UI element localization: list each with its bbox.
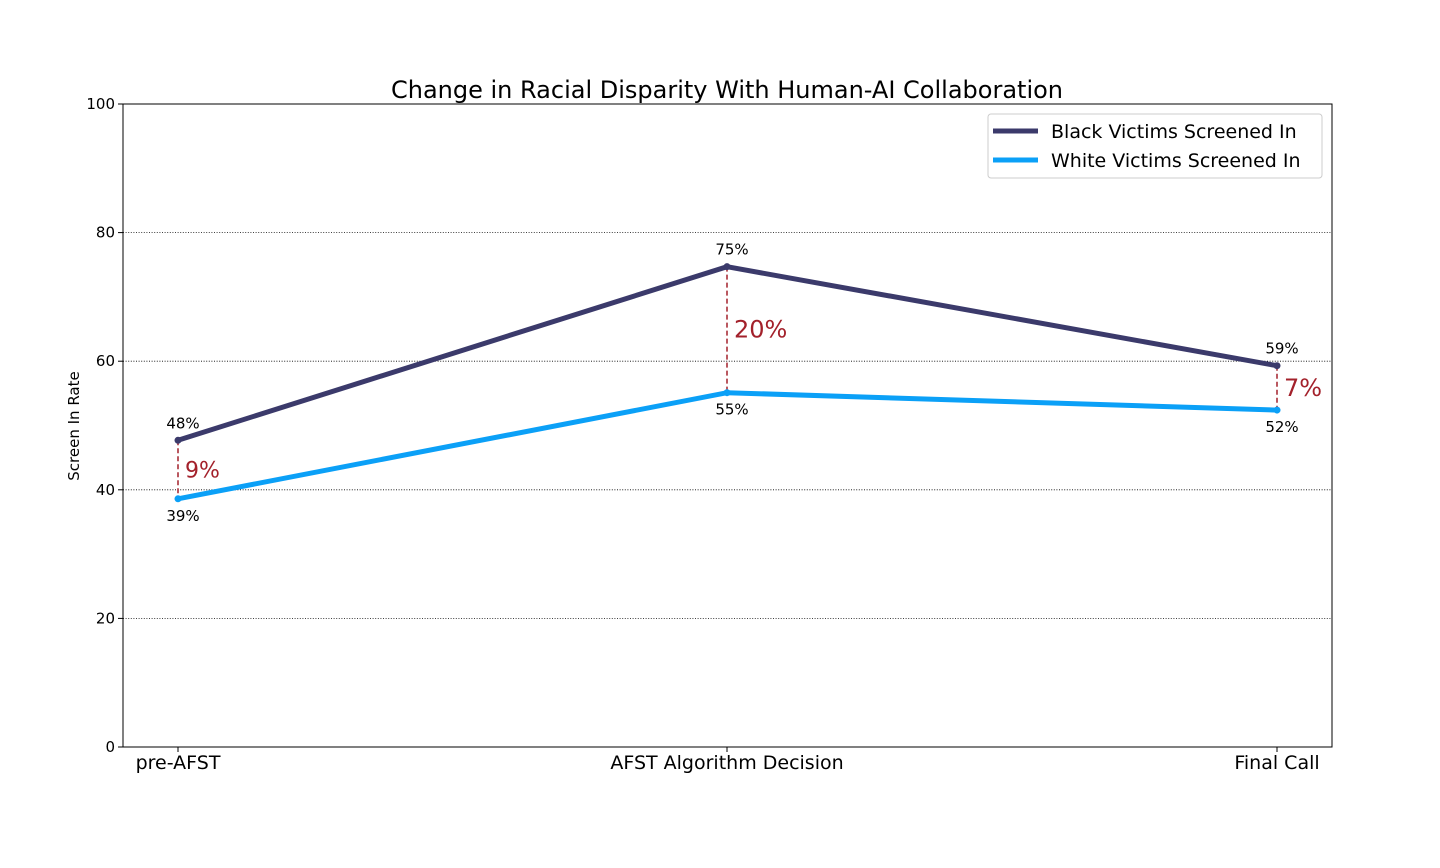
legend-label: Black Victims Screened In	[1051, 121, 1297, 143]
y-axis-label: Screen In Rate	[65, 371, 83, 480]
disparity-label: 7%	[1284, 374, 1322, 402]
axis-layer: 0 20 40 60 80 100 pre-AFST AFST Algorithm Decis…	[86, 95, 1333, 774]
data-point	[174, 436, 182, 444]
x-tick-label: AFST Algorithm Decision	[610, 752, 843, 774]
data-label: 75%	[715, 241, 748, 259]
legend-box	[987, 113, 1323, 179]
series-layer	[174, 263, 1281, 503]
data-label: 55%	[715, 401, 748, 419]
disparity-label: 20%	[734, 316, 787, 344]
legend: Black Victims Screened In White Victims S…	[987, 113, 1323, 179]
x-tick-label: Final Call	[1234, 752, 1319, 774]
y-tick-label: 100	[86, 95, 115, 113]
data-point	[723, 389, 731, 397]
data-label: 52%	[1265, 418, 1298, 436]
data-point	[174, 495, 182, 503]
y-tick-label: 40	[96, 481, 115, 499]
data-point	[1273, 406, 1281, 414]
gap-layer: 9% 20% 7%	[177, 266, 1322, 499]
y-tick-label: 60	[96, 352, 115, 370]
disparity-label: 9%	[185, 459, 220, 484]
y-tick-label: 20	[96, 609, 115, 627]
data-label: 59%	[1265, 340, 1298, 358]
plot-frame	[122, 103, 1333, 748]
y-tick-label: 0	[105, 738, 115, 756]
chart-title: Change in Racial Disparity With Human-AI…	[391, 76, 1063, 104]
data-label: 39%	[166, 507, 199, 525]
data-point	[723, 263, 731, 271]
grid-layer	[123, 232, 1332, 619]
legend-label: White Victims Screened In	[1051, 150, 1301, 172]
x-tick-label: pre-AFST	[136, 752, 221, 774]
data-point	[1273, 362, 1281, 370]
y-tick-label: 80	[96, 224, 115, 242]
label-layer: 48% 75% 59% 39% 55% 52%	[166, 241, 1298, 525]
data-label: 48%	[166, 414, 199, 432]
